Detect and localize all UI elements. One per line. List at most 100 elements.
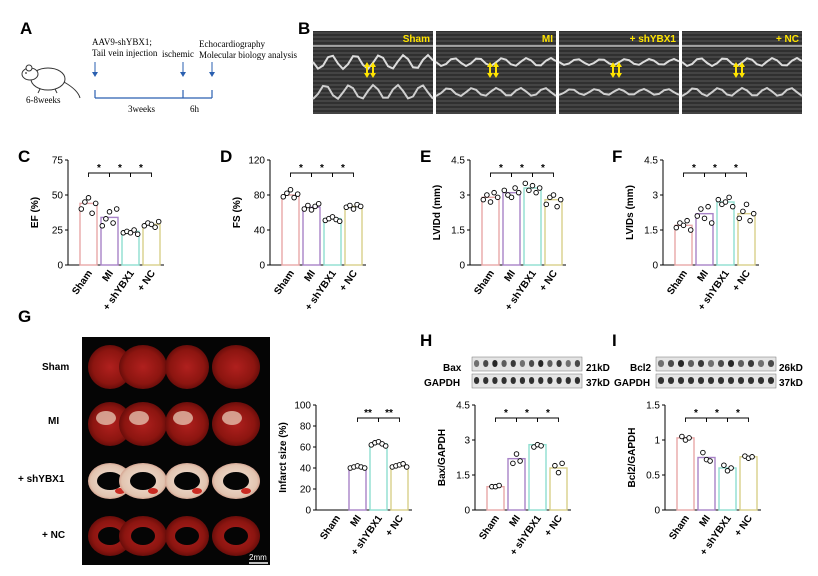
significance-mark: * — [299, 163, 303, 174]
blot-band — [574, 377, 580, 384]
significance-bracket — [537, 417, 559, 422]
bar — [528, 443, 547, 511]
panel-letter-e: E — [420, 147, 431, 166]
data-point — [705, 203, 711, 210]
data-point — [517, 458, 523, 464]
data-point — [336, 218, 343, 224]
data-point — [673, 224, 680, 231]
data-point — [89, 210, 95, 216]
data-point — [284, 190, 290, 196]
panel-letter-d: D — [220, 147, 232, 166]
blot-i-bcl2-kd: 26kD — [779, 363, 803, 374]
y-tick-label: 1 — [654, 436, 660, 447]
bar — [695, 212, 714, 266]
data-point — [127, 230, 134, 236]
scale-bar-label: 2mm — [249, 553, 267, 562]
bar — [737, 212, 756, 266]
significance-bracket — [727, 417, 749, 422]
bar — [523, 187, 542, 266]
bar — [323, 217, 342, 266]
heart-slice — [119, 345, 167, 389]
x-tick-label: + NC — [543, 513, 565, 538]
panel-letter-h: H — [420, 331, 432, 350]
blot-i-gapdh-kd: 37kD — [779, 378, 803, 389]
blot-band — [538, 377, 544, 384]
dimension-arrow-icon — [487, 62, 499, 78]
x-tick-label: Sham — [477, 513, 502, 542]
blot-band — [501, 377, 507, 384]
blot-band — [474, 377, 480, 384]
heart-slice — [212, 345, 260, 389]
data-point — [99, 223, 106, 229]
x-tick-label: MI — [503, 268, 519, 284]
bar — [281, 194, 300, 266]
significance-mark: * — [504, 408, 508, 419]
data-point — [512, 185, 518, 191]
bar — [344, 205, 363, 266]
bar — [739, 456, 758, 511]
blot-i-gapdh-label: GAPDH — [614, 378, 650, 389]
blot-h-bax-label: Bax — [443, 363, 462, 374]
dimension-arrow-icon — [733, 62, 745, 78]
blot-band — [668, 377, 674, 384]
data-point — [687, 227, 694, 233]
data-point — [686, 435, 692, 441]
x-tick-label: MI — [101, 268, 117, 284]
y-tick-label: 50 — [52, 191, 64, 202]
mouse-age-label: 6-8weeks — [26, 95, 61, 105]
bar — [142, 223, 161, 266]
y-axis-title: LVIDd (mm) — [432, 185, 443, 240]
bar — [481, 196, 500, 266]
panel-g-heart-photos: Sham MI + shYBX1 + NC 2mm — [18, 337, 270, 565]
data-point — [554, 203, 560, 210]
data-point — [522, 180, 529, 187]
dimension-arrow-icon — [610, 62, 622, 78]
x-tick-label: + NC — [731, 268, 753, 293]
dimension-arrow-icon — [364, 62, 376, 78]
data-point — [82, 199, 88, 205]
bar — [549, 467, 568, 511]
blot-band — [748, 360, 754, 367]
echo-label: + NC — [776, 34, 799, 45]
data-point — [536, 185, 543, 191]
data-point — [382, 443, 389, 449]
data-point — [484, 192, 490, 198]
y-tick-label: 1.5 — [644, 226, 658, 237]
y-tick-label: 40 — [300, 464, 312, 475]
bar — [79, 202, 98, 266]
y-tick-label: 80 — [254, 191, 266, 202]
significance-mark: ** — [364, 408, 372, 419]
significance-bracket — [725, 172, 747, 177]
y-tick-label: 75 — [52, 156, 64, 167]
x-tick-label: MI — [698, 513, 714, 529]
step-echo-label: Echocardiography — [199, 39, 265, 49]
bar — [676, 437, 695, 511]
data-point — [350, 206, 357, 212]
data-point — [721, 462, 727, 468]
data-point — [92, 200, 99, 207]
data-point — [329, 214, 336, 220]
x-tick-label: + NC — [538, 268, 560, 293]
blot-band — [698, 377, 704, 384]
blot-band — [678, 360, 684, 367]
blot-h-bax-kd: 21kD — [586, 363, 610, 374]
data-point — [148, 221, 155, 228]
data-point — [736, 215, 743, 222]
bar — [502, 191, 521, 266]
panel-i-blot: Bcl2 GAPDH 26kD 37kD — [614, 356, 803, 389]
data-point — [515, 189, 522, 196]
data-point — [361, 465, 368, 471]
significance-mark: * — [525, 408, 529, 419]
data-point — [707, 458, 713, 464]
bar — [348, 466, 367, 511]
data-point — [555, 469, 562, 476]
significance-mark: * — [546, 408, 550, 419]
y-tick-label: 0 — [305, 506, 311, 517]
interval-3weeks: 3weeks — [128, 104, 155, 114]
data-point — [694, 213, 701, 219]
y-tick-label: 4.5 — [456, 401, 470, 412]
data-point — [557, 196, 564, 203]
